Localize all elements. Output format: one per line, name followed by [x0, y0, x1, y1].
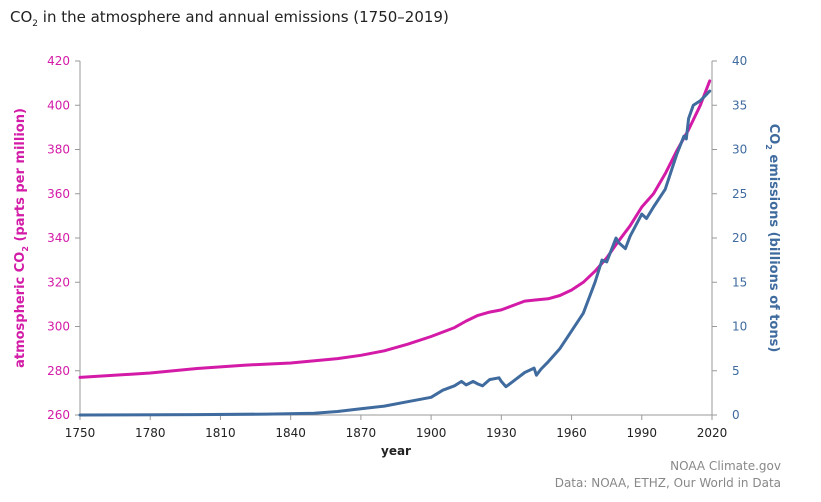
left-tick-label: 300 — [47, 320, 70, 334]
left-tick-label: 420 — [47, 54, 70, 68]
credit-data: Data: NOAA, ETHZ, Our World in Data — [554, 476, 781, 490]
x-tick-label: 1810 — [205, 426, 236, 440]
right-tick-label: 40 — [732, 54, 747, 68]
right-tick-label: 10 — [732, 320, 747, 334]
x-tick-label: 2020 — [697, 426, 728, 440]
x-tick-label: 1960 — [556, 426, 587, 440]
left-tick-label: 400 — [47, 98, 70, 112]
co2-emissions-line — [78, 89, 712, 417]
right-tick-label: 35 — [732, 98, 747, 112]
right-tick-label: 25 — [732, 187, 747, 201]
right-tick-label: 0 — [732, 408, 740, 422]
x-tick-label: 1780 — [135, 426, 166, 440]
right-tick-label: 20 — [732, 231, 747, 245]
credit-source: NOAA Climate.gov — [670, 459, 781, 473]
x-axis-label: year — [381, 444, 411, 458]
left-tick-label: 320 — [47, 275, 70, 289]
chart-title: CO2 in the atmosphere and annual emissio… — [10, 8, 449, 29]
left-tick-label: 340 — [47, 231, 70, 245]
x-tick-label: 1930 — [486, 426, 517, 440]
co2-concentration-line — [78, 79, 712, 379]
x-tick-label: 1870 — [346, 426, 377, 440]
right-tick-label: 5 — [732, 364, 740, 378]
x-tick-label: 1840 — [275, 426, 306, 440]
x-tick-label: 1750 — [65, 426, 96, 440]
left-tick-label: 280 — [47, 364, 70, 378]
x-tick-label: 1990 — [627, 426, 658, 440]
right-axis-label: CO2 emissions (billions of tons) — [764, 124, 781, 353]
left-tick-label: 260 — [47, 408, 70, 422]
right-tick-label: 15 — [732, 275, 747, 289]
left-tick-label: 360 — [47, 187, 70, 201]
right-tick-label: 30 — [732, 143, 747, 157]
x-tick-label: 1900 — [416, 426, 447, 440]
left-tick-label: 380 — [47, 143, 70, 157]
left-axis-label: atmospheric CO2 (parts per million) — [13, 108, 30, 368]
